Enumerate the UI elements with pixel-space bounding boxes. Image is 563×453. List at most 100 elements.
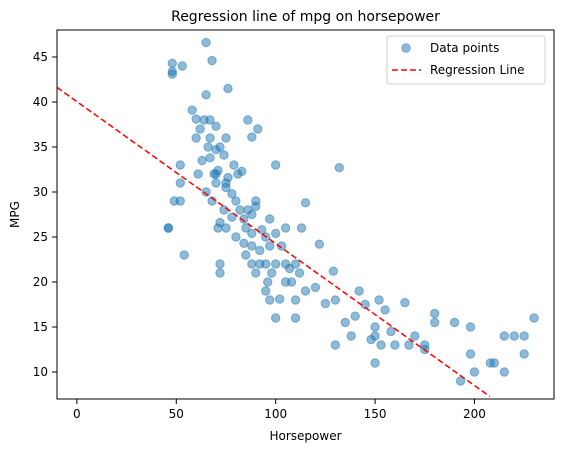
- data-point: [286, 277, 297, 287]
- data-point: [400, 298, 410, 308]
- legend: Data points Regression Line: [386, 35, 546, 85]
- data-point: [205, 115, 215, 125]
- data-point: [251, 201, 261, 212]
- plot-area-background: [57, 30, 554, 399]
- data-point: [276, 241, 287, 251]
- data-point: [203, 142, 213, 152]
- data-point: [229, 160, 239, 170]
- data-point: [330, 295, 341, 305]
- data-point: [280, 223, 291, 233]
- data-point: [449, 317, 460, 328]
- y-tick-label: 35: [33, 140, 48, 154]
- chart-title: Regression line of mpg on horsepower: [171, 9, 440, 25]
- data-point: [167, 58, 178, 68]
- data-point: [231, 196, 241, 206]
- data-point: [163, 223, 174, 233]
- data-point: [290, 259, 301, 269]
- data-point: [253, 124, 263, 134]
- data-point: [221, 133, 231, 143]
- data-point: [265, 241, 275, 251]
- data-point: [290, 313, 301, 323]
- data-point: [386, 326, 396, 337]
- data-point: [205, 153, 215, 163]
- data-point: [274, 294, 285, 304]
- data-point: [420, 340, 430, 350]
- data-point: [239, 238, 249, 249]
- data-point: [195, 124, 205, 134]
- data-point: [247, 228, 257, 239]
- data-point: [201, 37, 211, 48]
- data-point: [201, 90, 211, 100]
- y-tick-label: 30: [33, 185, 48, 199]
- data-point: [213, 165, 223, 176]
- data-point: [175, 160, 185, 170]
- data-point: [215, 268, 225, 278]
- y-tick-label: 45: [33, 50, 48, 64]
- data-point: [390, 340, 400, 350]
- data-point: [529, 313, 539, 323]
- data-point: [247, 132, 257, 142]
- data-point: [270, 160, 281, 170]
- x-axis: 0 50 100 150 200: [73, 399, 486, 421]
- data-point: [231, 232, 241, 242]
- data-point: [247, 241, 257, 251]
- y-tick-label: 40: [33, 95, 48, 109]
- y-tick-label: 15: [33, 320, 48, 334]
- data-point: [320, 298, 331, 309]
- data-point: [261, 259, 271, 269]
- x-tick-label: 200: [463, 407, 486, 421]
- data-point: [187, 105, 197, 115]
- data-point: [489, 358, 500, 368]
- data-point: [243, 115, 253, 125]
- data-point: [270, 259, 281, 269]
- data-point: [519, 349, 529, 359]
- scatter-points-layer: [163, 37, 539, 386]
- data-point: [255, 245, 265, 256]
- data-point: [167, 69, 178, 79]
- data-point: [310, 282, 321, 293]
- data-point: [294, 268, 305, 278]
- data-point: [219, 205, 229, 215]
- data-point: [221, 182, 231, 193]
- x-tick-label: 150: [364, 407, 387, 421]
- data-point: [211, 178, 221, 188]
- data-point: [241, 223, 251, 233]
- x-tick-label: 0: [73, 407, 81, 421]
- x-axis-label: Horsepower: [269, 429, 341, 443]
- data-point: [374, 295, 384, 305]
- data-point: [265, 214, 275, 224]
- data-point: [509, 331, 519, 341]
- data-point: [455, 376, 466, 386]
- data-point: [410, 331, 420, 341]
- data-point: [469, 367, 480, 377]
- data-point: [227, 212, 237, 222]
- data-point: [247, 259, 257, 269]
- data-point: [239, 214, 249, 224]
- data-point: [328, 266, 339, 276]
- data-point: [223, 172, 233, 183]
- data-point: [247, 209, 257, 220]
- data-point: [354, 286, 364, 296]
- x-tick-label: 50: [169, 407, 184, 421]
- data-point: [465, 322, 476, 332]
- data-point: [215, 259, 225, 269]
- data-point: [370, 322, 380, 332]
- data-point: [205, 133, 215, 143]
- data-point: [270, 228, 281, 239]
- data-point: [207, 55, 217, 66]
- data-point: [404, 340, 414, 350]
- data-point: [380, 305, 390, 315]
- data-point: [499, 367, 509, 377]
- regression-line: [56, 86, 491, 398]
- y-axis: 10 15 20 25 30 35 40 45: [33, 50, 57, 379]
- data-point: [227, 189, 237, 199]
- data-point: [235, 205, 245, 215]
- data-point: [430, 317, 440, 328]
- data-point: [261, 286, 271, 296]
- data-point: [251, 268, 261, 278]
- data-point: [290, 295, 301, 305]
- data-point: [193, 169, 203, 179]
- y-tick-label: 10: [33, 365, 48, 379]
